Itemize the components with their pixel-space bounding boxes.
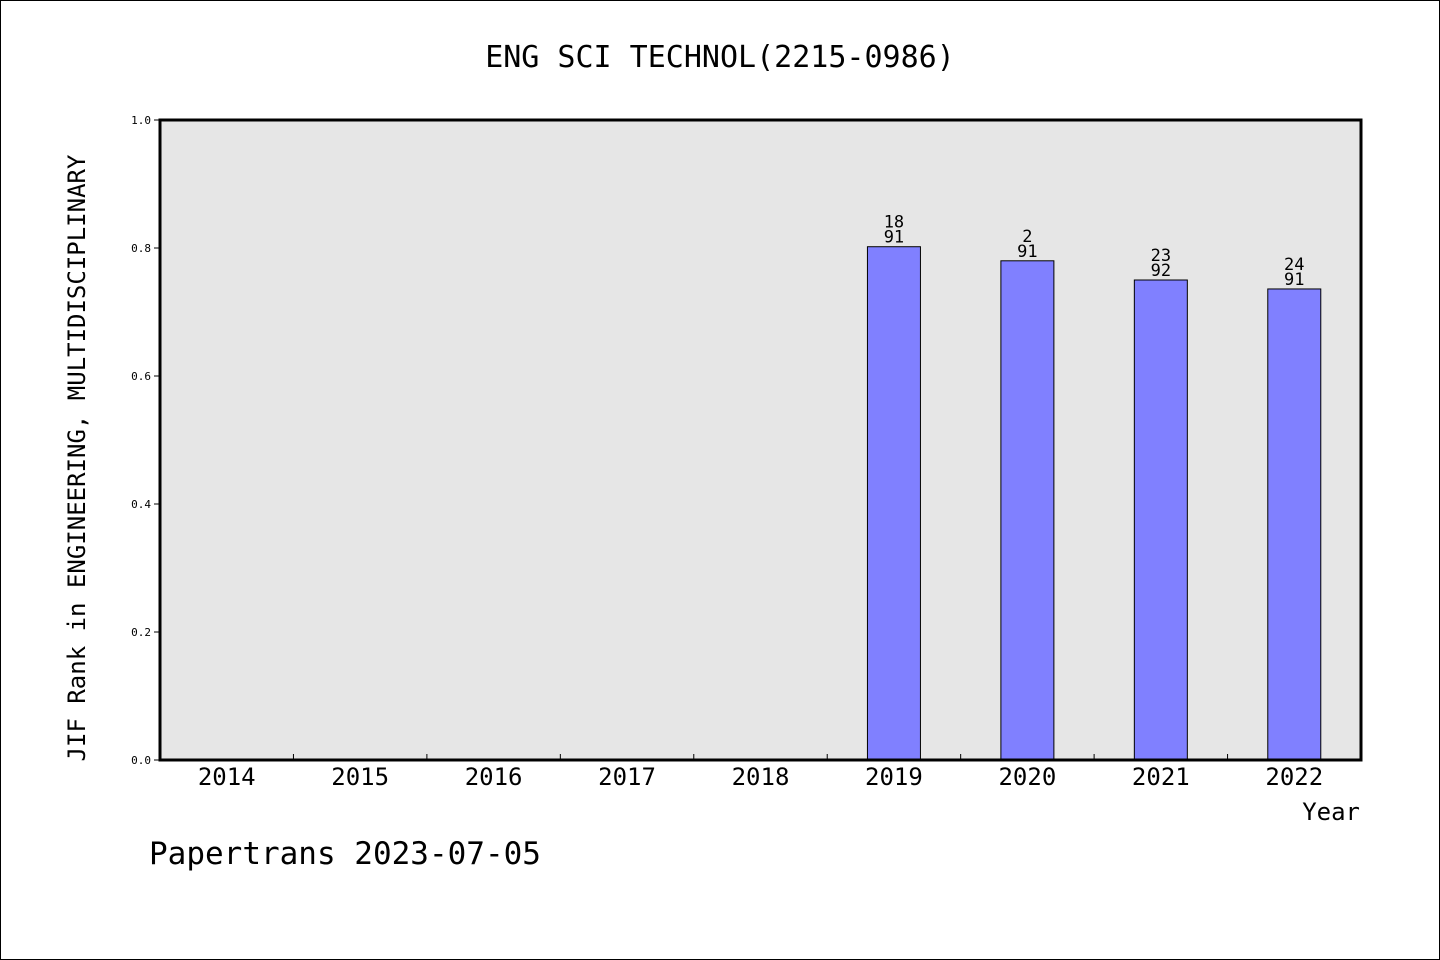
x-tick-label: 2021 <box>1132 763 1190 791</box>
bar-label-rank-2019: 18 <box>884 213 904 233</box>
x-axis-label: Year <box>1302 798 1360 826</box>
x-tick-label: 2014 <box>198 763 256 791</box>
x-tick-label: 2020 <box>998 763 1056 791</box>
x-tick-label: 2022 <box>1265 763 1323 791</box>
y-axis-label: JIF Rank in ENGINEERING, MULTIDISCIPLINA… <box>63 154 91 761</box>
bar-label-total-2022: 91 <box>1284 270 1304 290</box>
y-tick-label: 0.2 <box>131 626 151 639</box>
x-tick-label: 2016 <box>465 763 523 791</box>
y-tick-label: 0.6 <box>131 370 151 383</box>
x-tick-label: 2017 <box>598 763 656 791</box>
bar-2020 <box>1000 260 1055 761</box>
footer-stamp: Papertrans 2023-07-05 <box>149 836 541 872</box>
x-tick-label: 2019 <box>865 763 923 791</box>
y-tick-label: 0.4 <box>131 498 151 511</box>
y-tick-label: 0.8 <box>131 242 151 255</box>
bar-2022 <box>1267 288 1322 761</box>
bar-2019 <box>866 246 921 761</box>
bar-label-rank-2022: 24 <box>1284 255 1304 275</box>
y-tick-label: 1.0 <box>131 114 151 127</box>
bar-label-total-2019: 91 <box>884 228 904 248</box>
bar-label-total-2020: 91 <box>1017 242 1037 262</box>
bar-label-total-2021: 92 <box>1151 261 1171 281</box>
bar-label-rank-2020: 2 <box>1022 227 1032 247</box>
x-tick-label: 2015 <box>331 763 389 791</box>
bar-2021 <box>1133 279 1188 761</box>
y-tick-label: 0.0 <box>131 754 151 767</box>
plot-border <box>158 118 1363 762</box>
x-tick-label: 2018 <box>732 763 790 791</box>
chart-title: ENG SCI TECHNOL(2215-0986) <box>485 40 955 75</box>
bar-label-rank-2021: 23 <box>1151 246 1171 266</box>
